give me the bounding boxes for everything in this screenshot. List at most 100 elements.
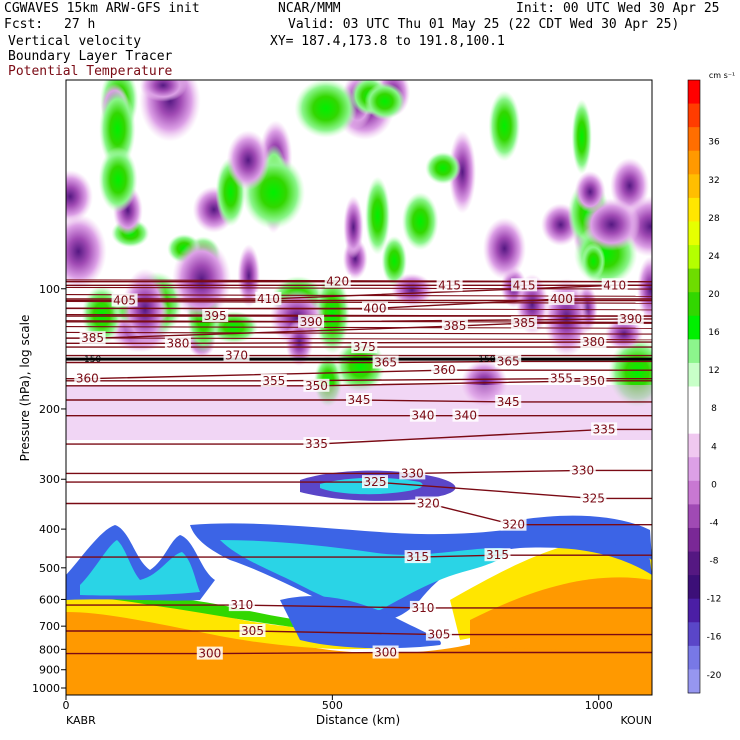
colorbar-frame [687, 79, 701, 694]
theta-label: 350 [305, 379, 328, 393]
velocity-blob [66, 213, 107, 290]
tracer-blue-right [520, 515, 652, 560]
x-axis-title: Distance (km) [316, 713, 400, 727]
theta-label: 325 [582, 491, 605, 505]
colorbar-swatch [688, 127, 700, 152]
theta-label-bg [223, 348, 250, 362]
velocity-blob [425, 151, 461, 185]
field-boundary-layer-tracer: Boundary Layer Tracer [8, 49, 173, 64]
colorbar-swatch [688, 527, 700, 552]
model-title: CGWAVES 15km ARW-GFS init [4, 1, 200, 16]
cross-section-endpoints: XY= 187.4,173.8 to 191.8,100.1 [270, 34, 505, 49]
tracer-right-orange [470, 577, 652, 650]
end-station-label: KOUN [620, 714, 652, 727]
velocity-blob [364, 82, 405, 120]
tracer-blue-lower [280, 596, 441, 649]
theta-label-bg [511, 316, 538, 330]
theta-label-bg [441, 319, 468, 333]
theta-label: 310 [230, 598, 253, 612]
theta-label: 320 [417, 497, 440, 511]
theta-line-365 [66, 360, 652, 364]
y-tick-label: 700 [39, 620, 60, 633]
plot-frame [65, 79, 653, 696]
theta-label-bg [372, 355, 399, 369]
colorbar-level-label: 20 [708, 290, 720, 300]
x-tick-label: 500 [322, 699, 343, 712]
colorbar-swatch [688, 268, 700, 293]
theta-line-strat [66, 320, 652, 323]
colorbar-swatch [688, 362, 700, 387]
colorbar-swatch [688, 480, 700, 505]
colorbar-swatch [688, 410, 700, 435]
tracer-cyan-left [80, 540, 200, 596]
theta-label-bg [580, 373, 607, 387]
theta-label: 370 [225, 349, 248, 363]
colorbar-swatch [688, 221, 700, 246]
theta-label: 390 [619, 312, 642, 326]
theta-label-bg [324, 274, 351, 288]
theta-label-bg [239, 624, 266, 637]
theta-line-strat [66, 307, 652, 311]
velocity-blob [226, 130, 270, 191]
forecast-label: Fcst: [4, 17, 44, 32]
velocity-blob [448, 130, 477, 214]
colorbar-swatch [688, 551, 700, 576]
theta-line-315 [66, 554, 652, 558]
theta-label: 345 [497, 395, 520, 409]
velocity-blob [571, 99, 592, 175]
colorbar-swatch [688, 339, 700, 364]
theta-label-bg [617, 311, 644, 325]
theta-line-strat [66, 326, 652, 329]
colorbar-swatch [688, 622, 700, 647]
theta-label-bg [495, 394, 522, 408]
theta-label-bg [303, 437, 330, 451]
theta-label: 400 [364, 301, 387, 315]
velocity-blob [482, 217, 527, 280]
velocity-blob [574, 171, 606, 213]
theta-label-bg [580, 491, 607, 505]
colorbar-swatch [688, 292, 700, 317]
theta-label-bg [431, 363, 458, 377]
theta-label: 300 [374, 646, 397, 660]
theta-label: 360 [76, 372, 99, 386]
velocity-blob [314, 274, 350, 354]
velocity-blob [401, 192, 439, 251]
theta-label-bg [228, 598, 255, 612]
theta-label: 330 [401, 466, 424, 480]
theta-label-bg [404, 550, 431, 564]
colorbar-level-label: -12 [707, 595, 722, 605]
theta-label: 385 [81, 331, 104, 345]
theta-label-bg [351, 340, 378, 354]
colorbar-swatch [688, 669, 700, 694]
theta-line-335 [66, 428, 652, 445]
velocity-blob [343, 195, 364, 259]
colorbar-swatch [688, 575, 700, 600]
theta-label: 305 [427, 628, 450, 642]
init-time: Init: 00 UTC Wed 30 Apr 25 [516, 1, 720, 16]
theta-label: 315 [486, 548, 509, 562]
velocity-blob [581, 242, 606, 280]
tracer-label: 150 [478, 355, 495, 365]
velocity-blob [365, 176, 391, 255]
velocity-blob [582, 198, 641, 251]
theta-label: 300 [198, 647, 221, 661]
theta-label-bg [74, 371, 101, 385]
potential-temperature-labels: 300 300 305 305 310 310 315 315 320 320 325 325 330 3… [74, 274, 644, 661]
theta-label: 350 [582, 374, 605, 388]
theta-line-305 [66, 630, 652, 636]
theta-label: 395 [204, 309, 227, 323]
theta-label-bg [548, 291, 575, 305]
theta-label-bg [260, 373, 287, 387]
velocity-blob [122, 268, 168, 351]
y-tick-label: 800 [39, 643, 60, 656]
x-tick-label: 1000 [585, 699, 613, 712]
theta-label: 340 [454, 409, 477, 423]
theta-label-bg [111, 293, 138, 307]
velocity-blob [488, 90, 521, 162]
theta-label-bg [362, 475, 388, 489]
theta-label: 310 [411, 601, 434, 615]
theta-label: 305 [241, 624, 264, 638]
theta-line-strat [66, 313, 652, 317]
y-tick-label: 400 [39, 523, 60, 536]
